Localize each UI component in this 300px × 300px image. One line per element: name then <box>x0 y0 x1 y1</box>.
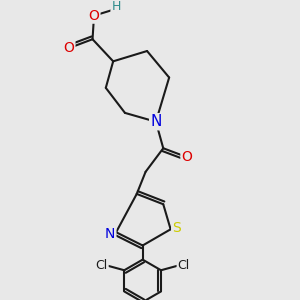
Text: N: N <box>105 227 116 241</box>
Text: O: O <box>88 9 100 23</box>
Text: O: O <box>64 41 74 55</box>
Text: Cl: Cl <box>95 259 108 272</box>
Text: S: S <box>172 221 181 235</box>
Text: H: H <box>111 0 121 13</box>
Text: N: N <box>150 114 162 129</box>
Text: Cl: Cl <box>178 259 190 272</box>
Text: O: O <box>182 150 192 164</box>
